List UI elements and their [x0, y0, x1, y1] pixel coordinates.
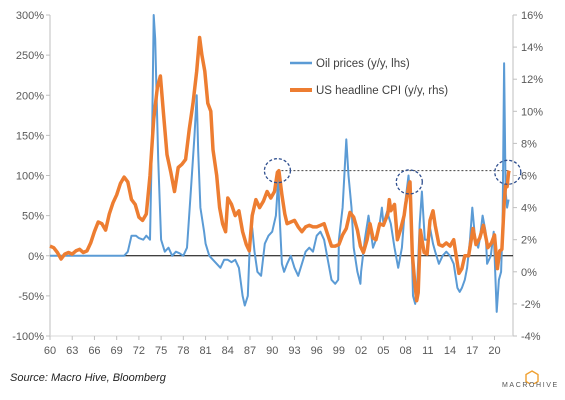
- left-tick-label: 150%: [16, 130, 44, 142]
- right-tick-label: -2%: [521, 299, 541, 311]
- right-tick-label: 4%: [521, 203, 537, 215]
- highlight-circle: [494, 159, 522, 185]
- x-tick-label: 75: [155, 345, 167, 357]
- x-tick-label: 11: [422, 345, 433, 357]
- logo-wordmark: MACROHIVE: [502, 382, 559, 389]
- x-tick-label: 05: [377, 345, 389, 357]
- macro-hive-logo: MACROHIVE: [502, 370, 562, 396]
- x-tick-label: 17: [466, 345, 478, 357]
- x-axis-ticks: 60 63 66 69 72 75 78 81 84 87 90 93 96 99 02 05 08 11 14 17…: [44, 336, 501, 357]
- oil-prices-line: [50, 14, 510, 313]
- cpi-series: [49, 35, 511, 303]
- right-tick-label: 6%: [521, 171, 537, 183]
- highlight-circle: [263, 158, 292, 184]
- x-tick-label: 14: [444, 345, 456, 357]
- right-tick-label: 0%: [521, 267, 537, 279]
- legend-cpi-label: US headline CPI (y/y, rhs): [316, 85, 448, 97]
- left-tick-label: 200%: [16, 90, 44, 102]
- source-note: Source: Macro Hive, Bloomberg: [10, 372, 166, 384]
- x-tick-label: 87: [244, 345, 256, 357]
- left-tick-label: 50%: [22, 211, 44, 223]
- right-tick-label: -4%: [521, 331, 541, 343]
- x-tick-label: 63: [66, 345, 78, 357]
- x-tick-label: 02: [355, 345, 367, 357]
- x-tick-label: 90: [266, 345, 278, 357]
- highlight-circle: [395, 169, 423, 195]
- legend-oil-label: Oil prices (y/y, lhs): [316, 58, 410, 70]
- right-tick-label: 14%: [521, 42, 543, 54]
- cpi-line: [49, 35, 511, 303]
- x-tick-label: 78: [177, 345, 189, 357]
- left-tick-label: -50%: [18, 291, 44, 303]
- left-tick-label: 0%: [28, 251, 44, 263]
- chart-canvas: -100%-50%0%50%100%150%200%250%300% -4%-2…: [12, 10, 543, 357]
- x-tick-label: 84: [222, 345, 234, 357]
- oil-series: [50, 14, 510, 313]
- x-tick-label: 96: [311, 345, 323, 357]
- right-tick-label: 8%: [521, 138, 537, 150]
- x-tick-label: 20: [488, 345, 500, 357]
- x-tick-label: 93: [288, 345, 300, 357]
- left-tick-label: 100%: [16, 171, 44, 183]
- legend: Oil prices (y/y, lhs) US headline CPI (y…: [290, 58, 448, 97]
- right-axis-ticks: -4% -2% 0% 2% 4% 6% 8% 10% 12% 14% 16%: [513, 10, 543, 343]
- left-axis-ticks: -100% -50% 0% 50% 100% 150% 200% 250% 300%: [12, 10, 50, 343]
- left-tick-label: 300%: [16, 10, 44, 22]
- right-tick-label: 2%: [521, 235, 537, 247]
- x-tick-label: 60: [44, 345, 56, 357]
- right-tick-label: 12%: [521, 74, 543, 86]
- x-tick-label: 81: [199, 345, 211, 357]
- right-tick-label: 10%: [521, 106, 543, 118]
- x-tick-label: 66: [88, 345, 100, 357]
- left-tick-label: 250%: [16, 50, 44, 62]
- x-tick-label: 69: [111, 345, 123, 357]
- x-tick-label: 08: [399, 345, 411, 357]
- x-tick-label: 99: [333, 345, 345, 357]
- right-tick-label: 16%: [521, 10, 543, 22]
- left-tick-label: -100%: [12, 331, 44, 343]
- highlight-circles: [263, 158, 522, 195]
- x-tick-label: 72: [133, 345, 145, 357]
- grid-and-axes: [49, 15, 514, 337]
